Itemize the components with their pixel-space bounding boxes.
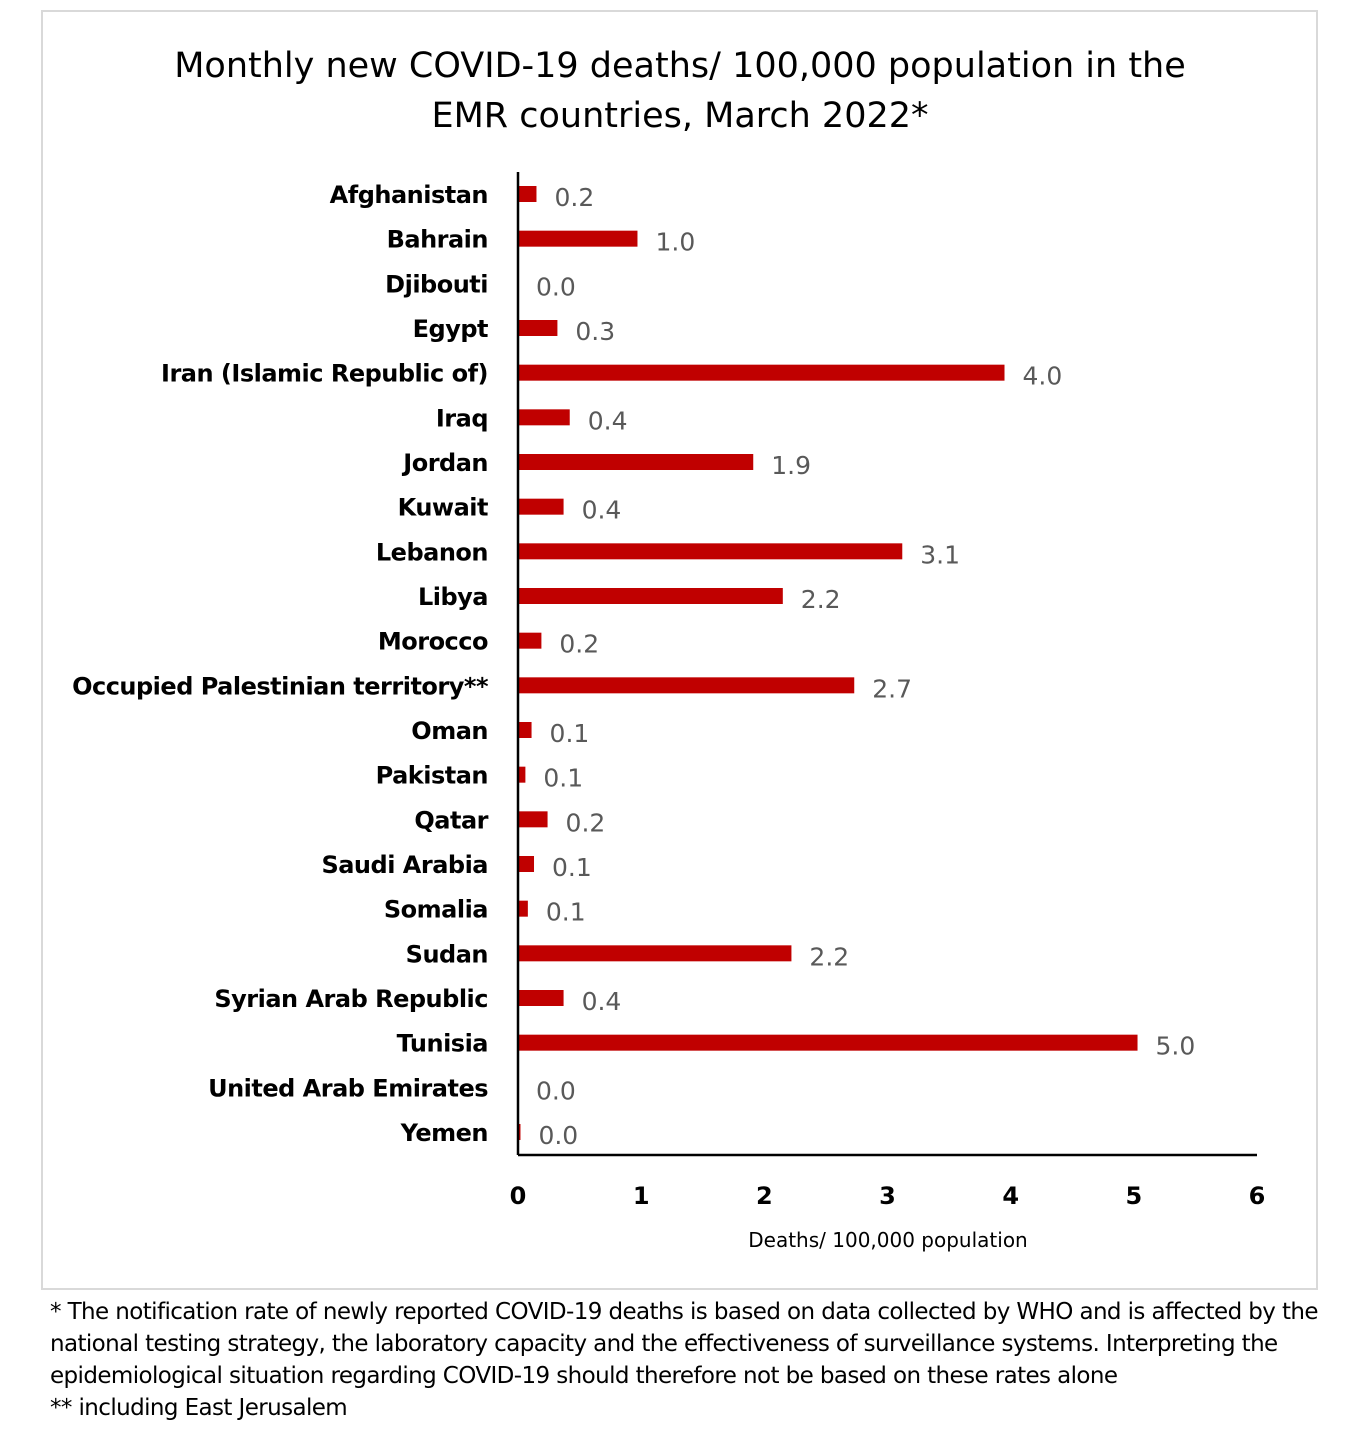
data-label: 4.0: [1023, 362, 1063, 391]
category-label: Somalia: [384, 896, 488, 924]
data-label: 5.0: [1156, 1032, 1196, 1061]
category-label: Egypt: [413, 315, 488, 343]
data-label: 0.3: [575, 317, 615, 346]
category-label: Pakistan: [376, 762, 488, 790]
category-label: Oman: [411, 717, 488, 745]
footnote-2: national testing strategy, the laborator…: [50, 1331, 1278, 1357]
bar: [518, 945, 792, 962]
bar: [518, 1034, 1138, 1051]
x-tick-label: 5: [1125, 1182, 1142, 1210]
bar: [518, 856, 535, 872]
category-label: Tunisia: [397, 1030, 488, 1058]
bar: [518, 230, 638, 247]
chart-title-line: EMR countries, March 2022*: [431, 96, 928, 136]
data-label: 0.0: [536, 272, 576, 301]
data-label: 0.2: [554, 183, 594, 212]
bar: [518, 588, 783, 604]
x-tick-label: 0: [510, 1182, 527, 1210]
chart-title-line: Monthly new COVID-19 deaths/ 100,000 pop…: [174, 46, 1186, 86]
data-label: 0.0: [536, 1076, 576, 1105]
bar: [518, 766, 526, 783]
x-tick-label: 3: [879, 1182, 896, 1210]
bar: [518, 811, 548, 828]
data-label: 0.4: [582, 987, 622, 1016]
data-label: 0.4: [588, 406, 628, 435]
bar: [518, 186, 537, 202]
footnote-1: * The notification rate of newly reporte…: [50, 1299, 1319, 1325]
bar: [518, 364, 1005, 381]
footnotes: * The notification rate of newly reporte…: [50, 1296, 1340, 1424]
data-label: 0.0: [538, 1121, 578, 1150]
category-label: Syrian Arab Republic: [214, 985, 488, 1013]
category-label: Jordan: [401, 449, 488, 477]
x-tick-label: 4: [1002, 1182, 1019, 1210]
data-label: 1.0: [655, 228, 695, 257]
category-label: Yemen: [400, 1119, 488, 1147]
bar: [518, 990, 564, 1006]
chart-frame: [41, 10, 1318, 1290]
category-label: Libya: [418, 583, 488, 611]
data-label: 0.2: [559, 630, 599, 659]
category-label: Occupied Palestinian territory**: [72, 672, 489, 700]
bar: [518, 722, 532, 738]
category-label: Kuwait: [398, 494, 488, 522]
category-label: Sudan: [406, 940, 488, 968]
bar: [518, 454, 754, 470]
bar: [518, 320, 558, 336]
footnote-4: ** including East Jerusalem: [50, 1395, 348, 1421]
x-axis-label: Deaths/ 100,000 population: [748, 1228, 1027, 1252]
category-label: Lebanon: [376, 538, 488, 566]
data-label: 0.4: [582, 496, 622, 525]
data-label: 0.1: [543, 764, 583, 793]
data-label: 0.2: [566, 808, 606, 837]
data-label: 1.9: [771, 451, 811, 480]
x-tick-label: 1: [633, 1182, 650, 1210]
category-label: Qatar: [414, 806, 488, 834]
category-label: Iran (Islamic Republic of): [161, 360, 488, 388]
category-label: Saudi Arabia: [321, 851, 488, 879]
bar: [518, 900, 528, 917]
category-label: United Arab Emirates: [208, 1074, 488, 1102]
category-label: Afghanistan: [330, 181, 488, 209]
data-label: 2.2: [801, 585, 841, 614]
data-label: 3.1: [920, 540, 960, 569]
category-label: Djibouti: [385, 270, 488, 298]
data-label: 2.7: [872, 674, 912, 703]
data-label: 0.1: [550, 719, 590, 748]
x-tick-label: 6: [1249, 1182, 1266, 1210]
bar: [518, 543, 903, 560]
bar: [518, 498, 564, 515]
category-label: Bahrain: [387, 226, 488, 254]
data-label: 0.1: [552, 853, 592, 882]
bar: [518, 632, 542, 649]
data-label: 2.2: [809, 942, 849, 971]
category-label: Morocco: [378, 628, 488, 656]
bar: [518, 409, 570, 426]
data-label: 0.1: [546, 898, 586, 927]
footnote-3: epidemiological situation regarding COVI…: [50, 1363, 1118, 1389]
x-tick-label: 2: [756, 1182, 773, 1210]
category-label: Iraq: [436, 404, 488, 432]
bar: [518, 677, 855, 694]
